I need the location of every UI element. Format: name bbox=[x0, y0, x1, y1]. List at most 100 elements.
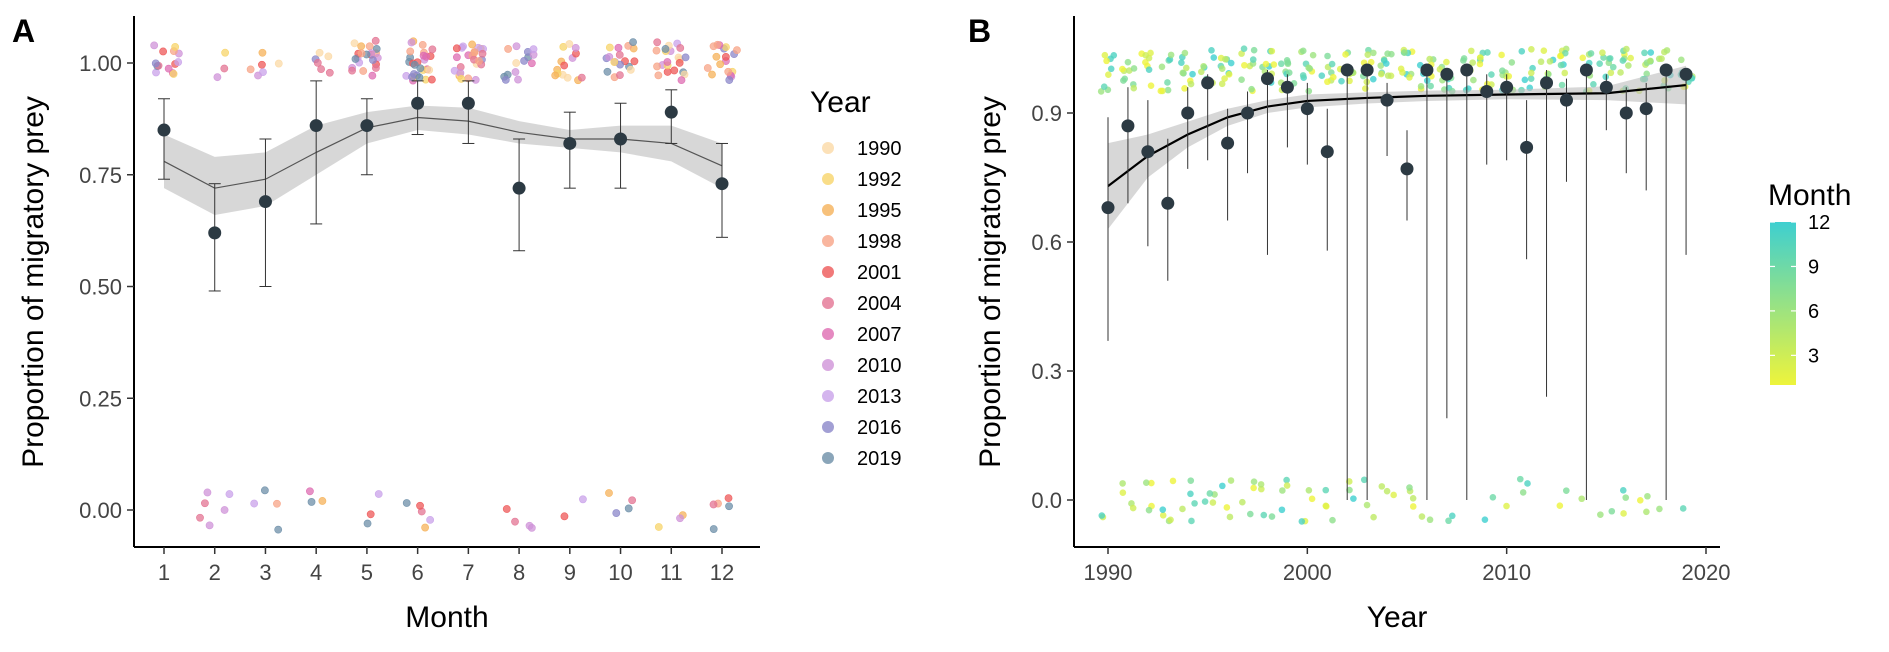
panel-b-mean-point bbox=[1420, 63, 1434, 77]
panel-a-top-point bbox=[676, 44, 685, 52]
panel-b-bottom-point bbox=[1268, 513, 1276, 520]
panel-a-y-axis-title: Proportion of migratory prey bbox=[17, 96, 50, 468]
panel-b-top-point bbox=[1609, 63, 1617, 71]
panel-b-top-point bbox=[1157, 87, 1165, 95]
panel-b-bottom-point bbox=[1129, 504, 1137, 512]
panel-a-legend-key bbox=[822, 390, 834, 402]
panel-a-mean-point bbox=[208, 226, 222, 240]
panel-b-bottom-point bbox=[1370, 513, 1377, 521]
panel-a-top-point bbox=[169, 70, 178, 78]
panel-b-bottom-point bbox=[1390, 491, 1397, 499]
panel-b-y-tick-label: 0.6 bbox=[1031, 230, 1062, 255]
panel-a-top-point bbox=[670, 66, 679, 75]
panel-b-top-point bbox=[1262, 60, 1270, 68]
panel-b-bottom-point bbox=[1305, 486, 1313, 494]
panel-a-top-point bbox=[150, 41, 159, 50]
panel-b-mean-point bbox=[1161, 196, 1175, 210]
panel-a-bottom-point bbox=[306, 487, 314, 496]
panel-b-top-point bbox=[1130, 84, 1138, 92]
panel-a-top-point bbox=[471, 75, 480, 84]
panel-b-top-point bbox=[1183, 64, 1190, 72]
panel-b-top-point bbox=[1164, 86, 1172, 94]
panel-a: A 1 2 3 4 5 6 7 8 9 10 11 12 0.000.250.500.751.00 M… bbox=[12, 13, 902, 634]
panel-b-top-point bbox=[1324, 78, 1331, 86]
panel-b-x-tick-label: 2000 bbox=[1283, 560, 1332, 585]
panel-b-bottom-point bbox=[1503, 502, 1510, 510]
panel-a-top-point bbox=[220, 64, 229, 73]
panel-a-top-point bbox=[274, 59, 283, 68]
panel-a-bottom-point bbox=[220, 506, 229, 514]
panel-a-mean-point bbox=[614, 132, 628, 146]
panel-a-legend-label: 1998 bbox=[857, 231, 902, 253]
panel-a-bottom-point bbox=[502, 505, 511, 513]
panel-b-top-point bbox=[1101, 51, 1109, 59]
panel-a-mean-point bbox=[715, 177, 729, 191]
panel-b-mean-point bbox=[1440, 67, 1454, 81]
panel-b-top-point bbox=[1397, 65, 1405, 73]
panel-a-top-point bbox=[418, 40, 427, 49]
panel-a-x-tick-label: 11 bbox=[660, 560, 683, 585]
panel-b-top-point bbox=[1218, 65, 1226, 73]
panel-b-top-point bbox=[1602, 73, 1610, 81]
panel-a-mean-point bbox=[258, 195, 272, 209]
panel-b-colorbar-tick-label: 9 bbox=[1808, 256, 1819, 278]
panel-a-top-point bbox=[615, 50, 624, 59]
panel-b-top-point bbox=[1305, 87, 1313, 95]
panel-b-tag: B bbox=[968, 13, 991, 49]
panel-a-x-axis-title: Month bbox=[405, 601, 488, 634]
panel-b-top-point bbox=[1427, 82, 1434, 90]
panel-b-top-point bbox=[1238, 50, 1245, 57]
panel-b-top-point bbox=[1561, 69, 1569, 77]
panel-a-legend-key bbox=[822, 266, 834, 278]
panel-b-bottom-point bbox=[1489, 494, 1497, 501]
panel-a-top-point bbox=[325, 68, 334, 77]
panel-a-y-ticks: 0.00 0.25 0.50 0.75 1.00 bbox=[79, 51, 134, 523]
panel-a-legend-label: 2010 bbox=[857, 355, 902, 377]
panel-a-top-point bbox=[372, 64, 380, 72]
panel-b-y-ticks: 0.0 0.3 0.6 0.9 bbox=[1031, 101, 1074, 513]
panel-a-x-tick-label: 6 bbox=[412, 560, 424, 585]
panel-b-mean-point bbox=[1480, 85, 1494, 98]
panel-b-top-point bbox=[1100, 83, 1108, 90]
panel-a-top-point bbox=[725, 76, 734, 84]
panel-b-mean-point bbox=[1260, 72, 1274, 86]
panel-b-mean-point bbox=[1400, 162, 1414, 176]
panel-a-bottom-point bbox=[366, 510, 375, 519]
panel-b-bottom-point bbox=[1098, 512, 1106, 519]
panel-a-bottom-point bbox=[225, 490, 234, 498]
panel-a-y-tick-label: 1.00 bbox=[79, 51, 122, 76]
panel-b-mean-point bbox=[1619, 106, 1633, 120]
panel-a-legend-key bbox=[822, 297, 834, 309]
panel-a-bottom-point bbox=[628, 496, 637, 505]
panel-a-legend-label: 2007 bbox=[857, 324, 902, 346]
panel-b-colorbar-title: Month bbox=[1768, 179, 1851, 212]
panel-b-bottom-point bbox=[1258, 485, 1265, 493]
panel-a-top-point bbox=[258, 48, 267, 57]
panel-a-top-point bbox=[677, 76, 686, 85]
panel-a-top-point bbox=[457, 75, 466, 83]
panel-a-bottom-point bbox=[612, 509, 621, 517]
panel-b-top-point bbox=[1678, 56, 1685, 64]
panel-a-legend-title: Year bbox=[810, 86, 871, 119]
panel-a-top-point bbox=[478, 49, 487, 58]
panel-b-top-point bbox=[1384, 72, 1392, 79]
panel-b-bottom-point bbox=[1283, 476, 1290, 484]
panel-b-smooth-ribbon bbox=[1108, 65, 1687, 230]
panel-b-top-point bbox=[1599, 49, 1606, 57]
panel-b-mean-point bbox=[1599, 80, 1613, 94]
panel-a-top-point bbox=[712, 52, 721, 61]
panel-b-bottom-point bbox=[1206, 490, 1214, 497]
panel-b-bottom-point bbox=[1643, 508, 1650, 516]
panel-a-top-point bbox=[452, 44, 461, 53]
panel-a-smooth-line bbox=[163, 116, 723, 189]
panel-b-top-point bbox=[1181, 85, 1188, 92]
panel-a-top-point bbox=[713, 40, 722, 49]
panel-b-top-point bbox=[1324, 52, 1331, 60]
panel-a-mean-points bbox=[157, 96, 729, 240]
panel-a-top-point bbox=[468, 40, 477, 49]
panel-b-bottom-point bbox=[1406, 484, 1413, 491]
panel-b: B 1990 2000 2010 2020 0.0 0.3 0.6 0.9 Year Pro… bbox=[968, 13, 1851, 634]
panel-b-top-point bbox=[1119, 65, 1126, 73]
panel-b-mean-point bbox=[1221, 136, 1235, 150]
panel-a-top-point bbox=[415, 73, 424, 82]
